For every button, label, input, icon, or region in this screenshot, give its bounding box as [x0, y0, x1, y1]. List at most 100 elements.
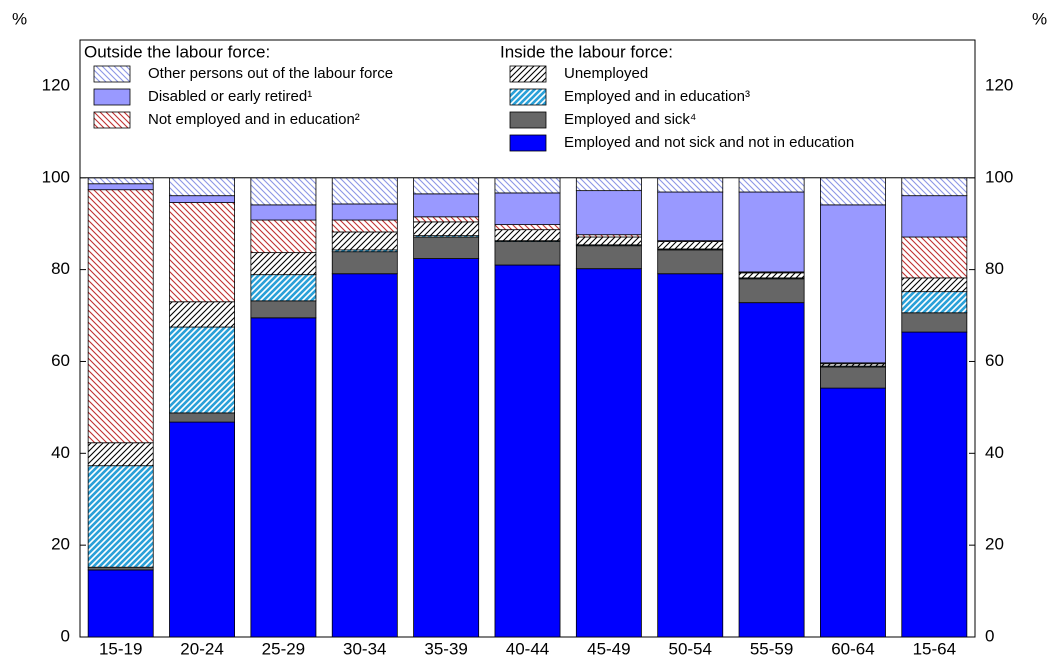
x-tick-label: 20-24 [180, 639, 223, 658]
y2-axis-label: % [1032, 9, 1047, 28]
bar-segment [657, 177, 724, 193]
bar-segment [331, 219, 398, 233]
bar-segment [413, 177, 480, 195]
bar-segment [331, 177, 398, 205]
x-tick-label: 60-64 [831, 639, 874, 658]
bar-segment [820, 204, 886, 364]
bar-segment [169, 326, 235, 414]
bar-segment [494, 224, 561, 231]
x-tick-label: 55-59 [750, 639, 793, 658]
bar-segment [575, 236, 642, 246]
bar-segment [738, 177, 805, 193]
legend-title: Inside the labour force: [500, 42, 673, 61]
y-tick-label: 100 [42, 167, 70, 186]
bar-segment [901, 291, 968, 314]
bar-segment [331, 231, 398, 251]
bar-segment [494, 192, 561, 226]
legend-label: Employed and sick⁴ [564, 111, 696, 128]
bar-segment [169, 412, 235, 423]
legend-label: Employed and in education³ [564, 88, 750, 105]
bar-segment [413, 258, 480, 638]
bar-segment [87, 442, 154, 467]
y2-tick-label: 40 [985, 443, 1004, 462]
legend-swatch [509, 134, 547, 152]
legend-label: Unemployed [564, 65, 648, 82]
bar-segment [901, 312, 968, 333]
bar-segment [87, 189, 154, 444]
y2-tick-label: 60 [985, 351, 1004, 370]
bar-segment [250, 300, 317, 319]
x-tick-label: 45-49 [587, 639, 630, 658]
x-tick-label: 25-29 [262, 639, 305, 658]
bar-segment [331, 273, 398, 638]
x-tick-label: 40-44 [506, 639, 549, 658]
bar-segment [575, 268, 642, 638]
bar-segment [738, 191, 805, 273]
y2-tick-label: 0 [985, 626, 994, 645]
x-tick-label: 50-54 [668, 639, 711, 658]
bar-segment [250, 177, 317, 206]
legend-swatch [93, 88, 131, 106]
bar-segment [169, 202, 235, 303]
y-tick-label: 0 [61, 626, 70, 645]
y-tick-label: 20 [51, 535, 70, 554]
legend-box [79, 39, 976, 179]
legend-label: Disabled or early retired¹ [148, 88, 312, 105]
legend-swatch [509, 88, 547, 106]
bar-segment [575, 177, 642, 192]
y2-tick-label: 100 [985, 167, 1013, 186]
bar-segment [413, 236, 480, 259]
bar-segment [87, 465, 154, 568]
x-tick-label: 15-64 [913, 639, 956, 658]
bar-segment [901, 277, 968, 293]
legend-label: Not employed and in education² [148, 111, 360, 128]
y-tick-label: 80 [51, 259, 70, 278]
bar-segment [494, 241, 561, 266]
legend-swatch [509, 65, 547, 83]
bar-segment [901, 331, 968, 638]
bar-segment [657, 241, 724, 250]
bar-segment [250, 252, 317, 276]
x-tick-label: 35-39 [424, 639, 467, 658]
bar-segment [331, 251, 398, 275]
bar-segment [169, 177, 235, 197]
bar-segment [413, 221, 480, 237]
bar-segment [494, 177, 561, 194]
bar-segment [250, 274, 317, 302]
bar-segment [494, 264, 561, 638]
legend-title: Outside the labour force: [84, 42, 270, 61]
bar-segment [657, 191, 724, 242]
y2-tick-label: 20 [985, 535, 1004, 554]
bar-segment [820, 177, 886, 206]
bar-segment [738, 278, 805, 304]
y-axis-label: % [12, 9, 27, 28]
bar-segment [820, 366, 886, 389]
bar-segment [250, 219, 317, 254]
y2-tick-label: 80 [985, 259, 1004, 278]
legend-label: Other persons out of the labour force [148, 65, 393, 82]
x-tick-label: 15-19 [99, 639, 142, 658]
bar-segment [87, 183, 154, 191]
legend-swatch [93, 111, 131, 129]
legend-swatch [93, 65, 131, 83]
legend-label: Employed and not sick and not in educati… [564, 134, 854, 151]
bar-segment [169, 195, 235, 203]
bar-segment [738, 272, 805, 279]
bar-segment [820, 387, 886, 638]
y-tick-label: 60 [51, 351, 70, 370]
bar-segment [331, 203, 398, 221]
x-tick-label: 30-34 [343, 639, 386, 658]
bar-segment [738, 302, 805, 638]
bar-segment [575, 245, 642, 270]
y-tick-label: 40 [51, 443, 70, 462]
bar-segment [901, 177, 968, 197]
bar-segment [87, 566, 154, 571]
bar-segment [901, 195, 968, 238]
bar-segment [250, 204, 317, 221]
bar-segment [657, 249, 724, 275]
y2-tick-label: 120 [985, 75, 1013, 94]
bar-segment [494, 229, 561, 242]
bar-segment [169, 421, 235, 638]
y-tick-label: 120 [42, 75, 70, 94]
